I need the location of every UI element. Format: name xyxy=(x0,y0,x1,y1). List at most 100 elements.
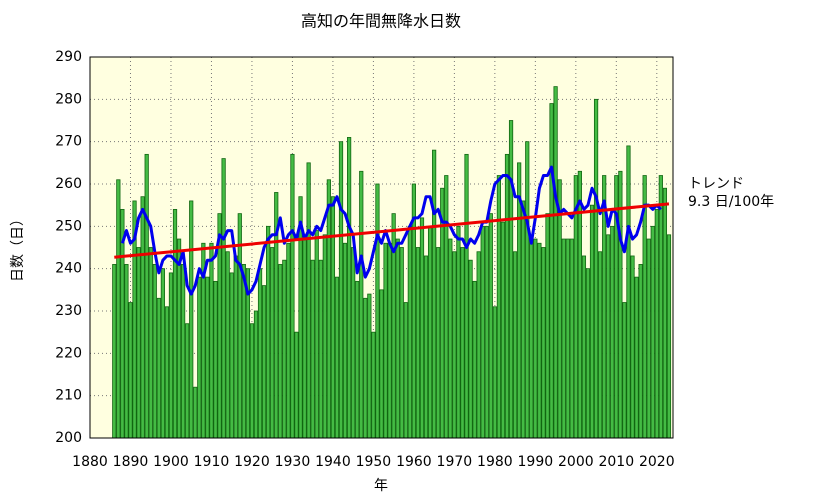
bar xyxy=(500,221,506,439)
bar xyxy=(176,238,182,439)
x-tick-label: 2010 xyxy=(598,454,634,470)
x-tick-label: 1950 xyxy=(356,454,392,470)
y-tick-label: 260 xyxy=(55,176,82,192)
bar xyxy=(634,276,639,439)
bar xyxy=(310,259,315,439)
bar xyxy=(427,225,433,439)
bar xyxy=(334,276,340,439)
x-tick-label: 1980 xyxy=(477,454,513,470)
bar xyxy=(116,179,121,439)
bar xyxy=(278,264,283,439)
bar xyxy=(148,247,153,439)
bar xyxy=(136,247,141,439)
bar xyxy=(302,238,307,439)
bar xyxy=(261,285,267,439)
x-tick-label: 1930 xyxy=(275,454,311,470)
bar xyxy=(221,158,226,439)
x-tick-label: 1900 xyxy=(153,454,189,470)
bar xyxy=(432,149,437,439)
bar xyxy=(662,187,668,439)
bar xyxy=(253,310,259,439)
y-tick-label: 210 xyxy=(55,388,82,404)
bar xyxy=(638,264,643,439)
bar xyxy=(504,153,510,439)
trend-label: トレンド xyxy=(688,176,744,192)
bar xyxy=(553,86,558,439)
bar xyxy=(306,162,311,439)
bar xyxy=(160,268,165,439)
bar xyxy=(630,255,635,439)
bar xyxy=(557,179,562,439)
bar xyxy=(359,170,364,439)
bar xyxy=(610,225,615,439)
bar xyxy=(233,255,238,439)
bar xyxy=(237,213,242,439)
bar xyxy=(172,208,178,439)
bar xyxy=(189,200,194,439)
bar xyxy=(496,175,502,439)
bar xyxy=(464,153,469,439)
bar xyxy=(407,225,412,439)
bar xyxy=(565,238,570,439)
bar xyxy=(415,247,421,439)
y-tick-label: 200 xyxy=(55,430,82,446)
bar xyxy=(448,238,453,439)
bar xyxy=(257,268,263,439)
x-tick-label: 1890 xyxy=(113,454,149,470)
bar xyxy=(581,255,587,439)
bar xyxy=(525,141,530,439)
bar xyxy=(383,242,388,439)
bar xyxy=(355,280,360,439)
x-tick-label: 2000 xyxy=(558,454,594,470)
bar xyxy=(282,259,287,439)
bar xyxy=(537,242,542,439)
bar xyxy=(318,259,323,439)
bar xyxy=(363,297,368,439)
bar xyxy=(650,225,655,439)
bar xyxy=(347,137,352,439)
y-tick-label: 270 xyxy=(55,134,82,150)
bar xyxy=(152,264,157,439)
chart-title: 高知の年間無降水日数 xyxy=(301,12,461,31)
bar xyxy=(294,331,299,439)
bar xyxy=(589,204,595,439)
bar xyxy=(322,234,327,439)
bar xyxy=(622,302,627,439)
bar xyxy=(654,208,659,439)
bar xyxy=(371,331,376,439)
x-tick-label: 1970 xyxy=(437,454,473,470)
bar xyxy=(480,225,485,439)
bar xyxy=(561,238,566,439)
bar xyxy=(646,238,651,439)
bar xyxy=(128,302,133,439)
bar xyxy=(403,302,408,439)
bar xyxy=(387,242,392,439)
moving-average-line xyxy=(120,165,662,296)
bar xyxy=(598,251,603,439)
bar xyxy=(618,170,623,439)
x-tick-label: 1910 xyxy=(194,454,230,470)
bar xyxy=(185,323,190,439)
bar xyxy=(120,208,125,439)
bar xyxy=(168,272,174,439)
x-tick-label: 1940 xyxy=(315,454,351,470)
bar xyxy=(379,289,384,439)
bar xyxy=(521,200,526,439)
bar xyxy=(508,120,514,439)
x-tick-label: 1990 xyxy=(518,454,554,470)
y-tick-label: 220 xyxy=(55,345,82,361)
bar xyxy=(484,225,489,439)
bar xyxy=(545,213,550,439)
bar xyxy=(124,264,129,439)
plot-frame xyxy=(89,56,674,439)
bar xyxy=(375,183,380,439)
bar xyxy=(112,264,117,439)
bar xyxy=(472,280,477,439)
x-tick-label: 1920 xyxy=(234,454,270,470)
bar xyxy=(444,175,449,439)
bar xyxy=(156,297,161,439)
bar xyxy=(541,247,546,439)
bar xyxy=(314,230,319,439)
y-tick-label: 290 xyxy=(55,49,82,65)
